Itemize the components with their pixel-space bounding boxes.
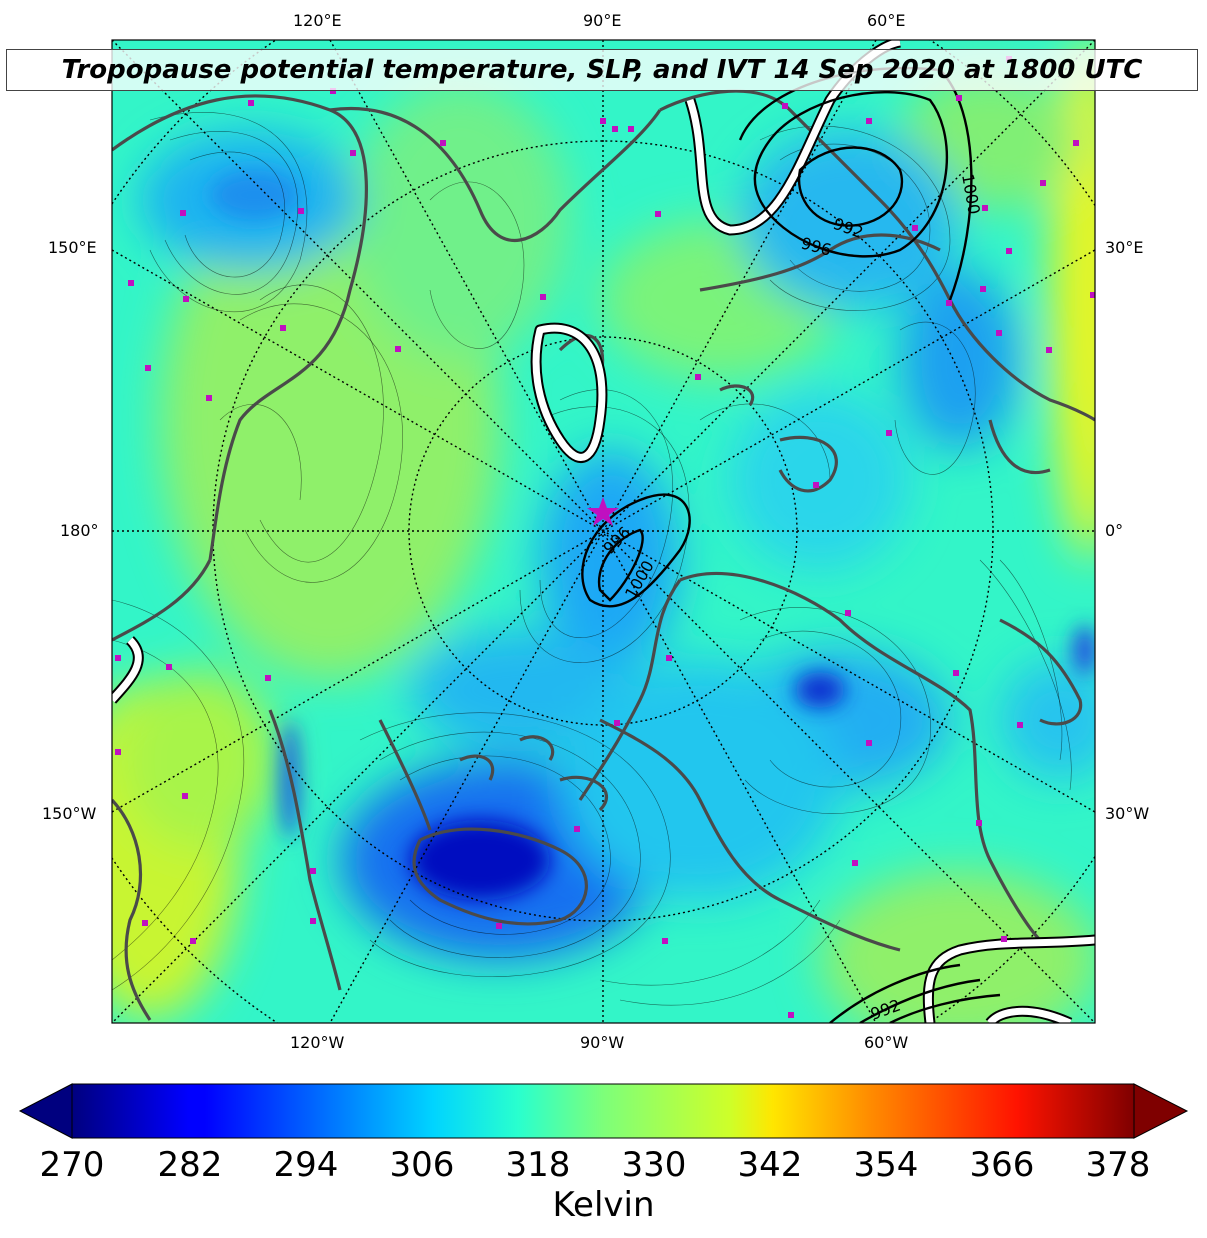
colorbar-tick: 294 [273, 1145, 339, 1185]
lon-label-bottom: 60°W [864, 1033, 909, 1052]
colorbar-tick: 318 [505, 1145, 571, 1185]
colorbar-tick: 270 [39, 1145, 105, 1185]
lon-label-bottom: 90°W [580, 1033, 625, 1052]
colorbar-tick: 378 [1085, 1145, 1151, 1185]
lon-label-right: 30°W [1105, 804, 1150, 823]
colorbar-tick: 366 [969, 1145, 1035, 1185]
lon-label-bottom: 120°W [290, 1033, 345, 1052]
lon-label-top: 90°E [583, 11, 622, 30]
station-markers [115, 56, 1095, 1018]
map-title: Tropopause potential temperature, SLP, a… [61, 55, 1143, 85]
colorbar-tick: 342 [737, 1145, 803, 1185]
colorbar-tick: 306 [389, 1145, 455, 1185]
lon-label-top: 60°E [867, 11, 906, 30]
colorbar-tick: 354 [853, 1145, 919, 1185]
slp-contours [581, 66, 1001, 1023]
lon-label-left: 150°W [42, 804, 97, 823]
colorbar [18, 1083, 1189, 1139]
colorbar-tick: 282 [157, 1145, 223, 1185]
coastlines [112, 89, 1095, 1021]
colorbar-label: Kelvin [552, 1185, 655, 1225]
lon-label-left: 150°E [48, 238, 97, 257]
lon-label-left: 180° [60, 521, 99, 540]
lon-label-right: 0° [1105, 521, 1124, 540]
title-box: Tropopause potential temperature, SLP, a… [6, 49, 1198, 91]
lon-label-top: 120°E [293, 11, 342, 30]
colorbar-tick: 330 [621, 1145, 687, 1185]
lon-label-right: 30°E [1105, 238, 1144, 257]
star-marker-icon [587, 497, 619, 526]
potential-temperature-field [112, 40, 1095, 1023]
